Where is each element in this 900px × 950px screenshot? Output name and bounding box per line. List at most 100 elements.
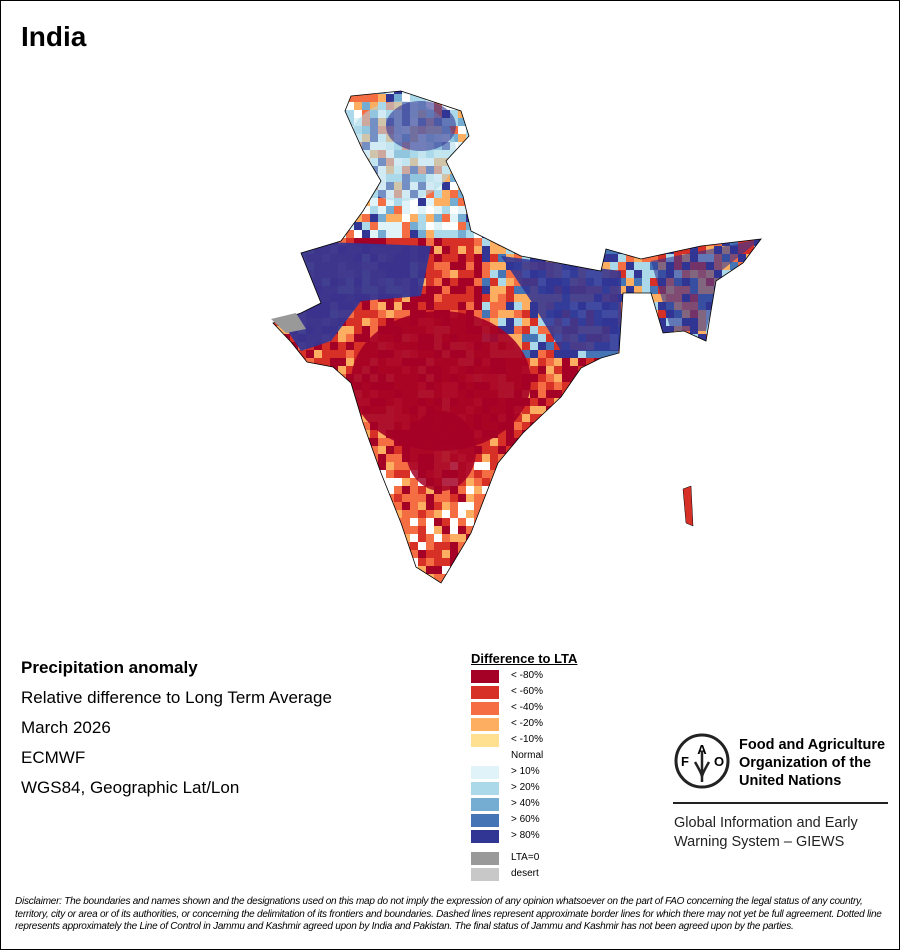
raster-cell [538,526,546,534]
raster-cell [610,534,618,542]
raster-cell [378,222,386,230]
raster-cell [698,422,706,430]
raster-cell [682,582,690,583]
raster-cell [618,438,626,446]
raster-cell [506,574,514,582]
raster-cell [274,438,282,446]
raster-cell [714,318,722,326]
raster-cell [562,238,570,246]
raster-cell [658,358,666,366]
raster-cell [402,214,410,222]
raster-cell [698,470,706,478]
raster-cell [322,438,330,446]
raster-cell [482,270,490,278]
raster-cell [330,414,338,422]
raster-cell [658,454,666,462]
raster-cell [370,478,378,486]
raster-cell [290,558,298,566]
raster-cell [362,470,370,478]
raster-cell [698,438,706,446]
raster-cell [482,246,490,254]
raster-cell [362,174,370,182]
raster-cell [738,150,746,158]
raster-cell [706,430,714,438]
raster-cell [506,326,514,334]
raster-cell [498,91,506,94]
raster-cell [738,478,746,486]
raster-cell [746,494,754,502]
raster-cell [618,286,626,294]
raster-cell [730,550,738,558]
raster-cell [642,470,650,478]
raster-cell [746,502,754,510]
raster-cell [618,126,626,134]
raster-cell [730,518,738,526]
raster-cell [290,150,298,158]
raster-cell [546,398,554,406]
raster-cell [490,182,498,190]
raster-cell [770,534,778,542]
raster-cell [498,558,506,566]
raster-cell [682,534,690,542]
raster-cell [554,374,562,382]
raster-cell [578,510,586,518]
raster-cell [506,286,514,294]
raster-cell [314,230,322,238]
raster-cell [594,430,602,438]
raster-cell [514,558,522,566]
raster-cell [610,486,618,494]
raster-cell [634,494,642,502]
raster-cell [698,406,706,414]
raster-cell [754,94,761,102]
raster-cell [322,142,330,150]
raster-cell [666,198,674,206]
raster-cell [370,198,378,206]
raster-cell [466,190,474,198]
raster-cell [586,206,594,214]
raster-cell [682,558,690,566]
raster-cell [370,510,378,518]
raster-cell [474,302,482,310]
raster-cell [642,222,650,230]
raster-cell [770,446,778,454]
raster-cell [666,398,674,406]
raster-cell [586,94,594,102]
raster-cell [602,518,610,526]
raster-cell [546,366,554,374]
raster-cell [442,494,450,502]
raster-cell [754,446,761,454]
raster-cell [530,158,538,166]
raster-cell [682,206,690,214]
raster-cell [578,542,586,550]
raster-cell [514,510,522,518]
raster-cell [386,534,394,542]
raster-cell [314,414,322,422]
raster-cell [690,350,698,358]
raster-cell [578,102,586,110]
raster-cell [602,462,610,470]
raster-cell [346,326,354,334]
raster-cell [298,398,306,406]
raster-cell [522,470,530,478]
raster-cell [570,238,578,246]
raster-cell [330,566,338,574]
raster-cell [650,438,658,446]
raster-cell [394,206,402,214]
raster-cell [354,326,362,334]
raster-cell [273,150,274,158]
raster-cell [626,198,634,206]
raster-cell [274,350,282,358]
raster-cell [578,374,586,382]
raster-cell [626,246,634,254]
raster-cell [458,198,466,206]
raster-cell [378,310,386,318]
raster-cell [466,158,474,166]
raster-cell [298,118,306,126]
raster-cell [274,526,282,534]
raster-cell [642,110,650,118]
raster-cell [346,566,354,574]
raster-cell [770,478,778,486]
raster-cell [354,206,362,214]
raster-cell [754,534,761,542]
raster-cell [522,446,530,454]
